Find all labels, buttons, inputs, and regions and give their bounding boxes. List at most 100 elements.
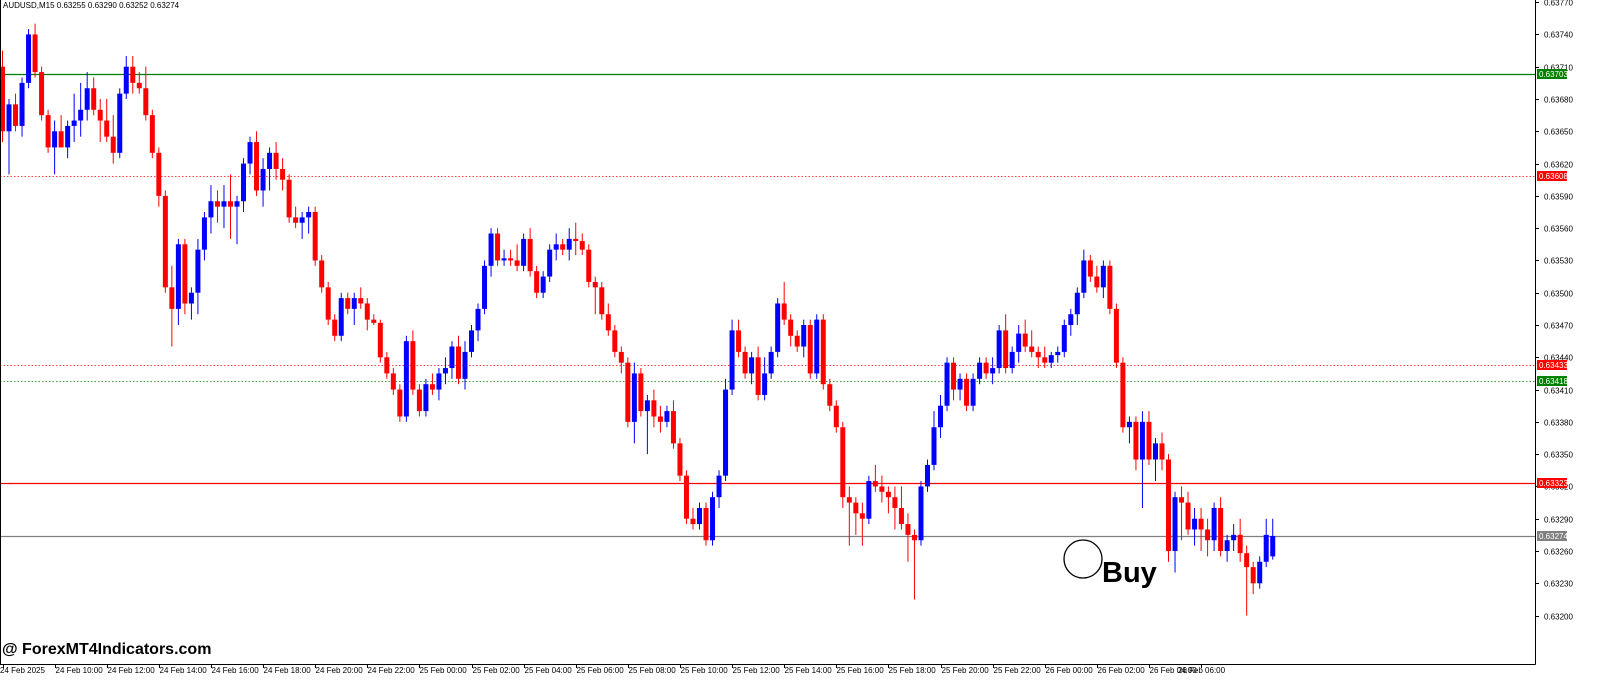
buy-label: Buy [1102,557,1157,589]
level-price-label: 0.63274 [1539,532,1568,541]
candle-body [827,384,833,406]
candle-body [169,287,175,309]
candle-body [670,411,676,444]
level-price-box [1537,360,1567,370]
candle-body [1120,362,1126,428]
candle [547,244,553,282]
candle-body [1016,333,1022,352]
candle-body [879,486,885,492]
candle [247,136,253,175]
candle [45,109,51,153]
level-price-label: 0.63433 [1539,361,1568,370]
candle-body [846,497,852,503]
symbol-info: AUDUSD,M15 0.63255 0.63290 0.63252 0.632… [3,1,180,10]
candle-body [32,34,38,73]
candle [214,190,220,223]
time-tick-label: 26 Feb 00:00 [1046,666,1094,675]
candle-body [293,217,299,223]
candle [384,351,390,379]
candle [488,228,494,277]
candle-body [488,233,494,266]
candle-body [78,109,84,121]
candle-body [19,82,25,126]
candle-body [553,244,559,250]
candle [918,481,924,546]
candle-body [410,341,416,390]
candle [495,228,501,266]
time-tick-label: 25 Feb 18:00 [889,666,937,675]
candle [312,206,318,266]
candle-body [964,378,970,406]
candle-body [514,260,520,266]
candle [13,93,19,132]
candle-body [1250,567,1256,584]
candle [775,298,781,358]
candle-body [931,427,937,465]
candle [560,238,566,256]
candle [449,341,455,379]
candle [657,405,663,433]
candle-body [866,481,872,519]
time-tick-label: 25 Feb 08:00 [629,666,677,675]
price-tick-label: 0.63650 [1544,128,1573,137]
candle [241,158,247,213]
candle [19,77,25,137]
candle-body [664,411,670,422]
time-tick-label: 25 Feb 04:00 [525,666,573,675]
candle-body [13,104,19,126]
candle [625,357,631,428]
candle-body [566,238,572,250]
candle-body [1244,553,1250,568]
candle [123,55,129,100]
time-tick-label: 25 Feb 14:00 [785,666,833,675]
candle-body [1061,325,1067,352]
candle-body [690,518,696,525]
candle-body [540,276,546,293]
candle-body [1152,443,1158,460]
candle-body [644,400,650,412]
time-tick-label: 24 Feb 14:00 [160,666,208,675]
candle-body [1139,421,1145,460]
candle [97,99,103,143]
candle-body [1218,507,1224,552]
candle [579,233,585,256]
candle [696,502,702,530]
candle-body [788,319,794,336]
candle-body [801,325,807,347]
level-price-box [1537,531,1567,541]
candle-body [957,378,963,390]
candle-body [586,249,592,282]
candle-body [1035,351,1041,358]
candle-body [807,325,813,374]
candle [1126,416,1132,444]
candle [39,66,45,121]
candle-body [104,120,110,137]
candle-body [358,298,364,304]
candle-body [1055,351,1061,356]
candle [416,384,422,417]
price-tick-label: 0.63350 [1544,451,1573,460]
candle [1022,319,1028,352]
candle [6,99,12,175]
candle [117,88,123,159]
candle [1113,303,1119,369]
candle-body [794,335,800,347]
candle-body [6,104,12,132]
candle [280,158,286,191]
candle-body [214,201,220,207]
candle-body [547,249,553,277]
candle-body [1263,534,1269,562]
candle [788,314,794,347]
candle [403,335,409,422]
candle [944,357,950,412]
candle-body [377,322,383,358]
candle [794,330,800,352]
candle-body [156,152,162,196]
candle [1003,314,1009,374]
candle [1205,518,1211,557]
candle [931,411,937,471]
candle-body [579,241,585,250]
candle-body [749,357,755,374]
candle [201,212,207,261]
